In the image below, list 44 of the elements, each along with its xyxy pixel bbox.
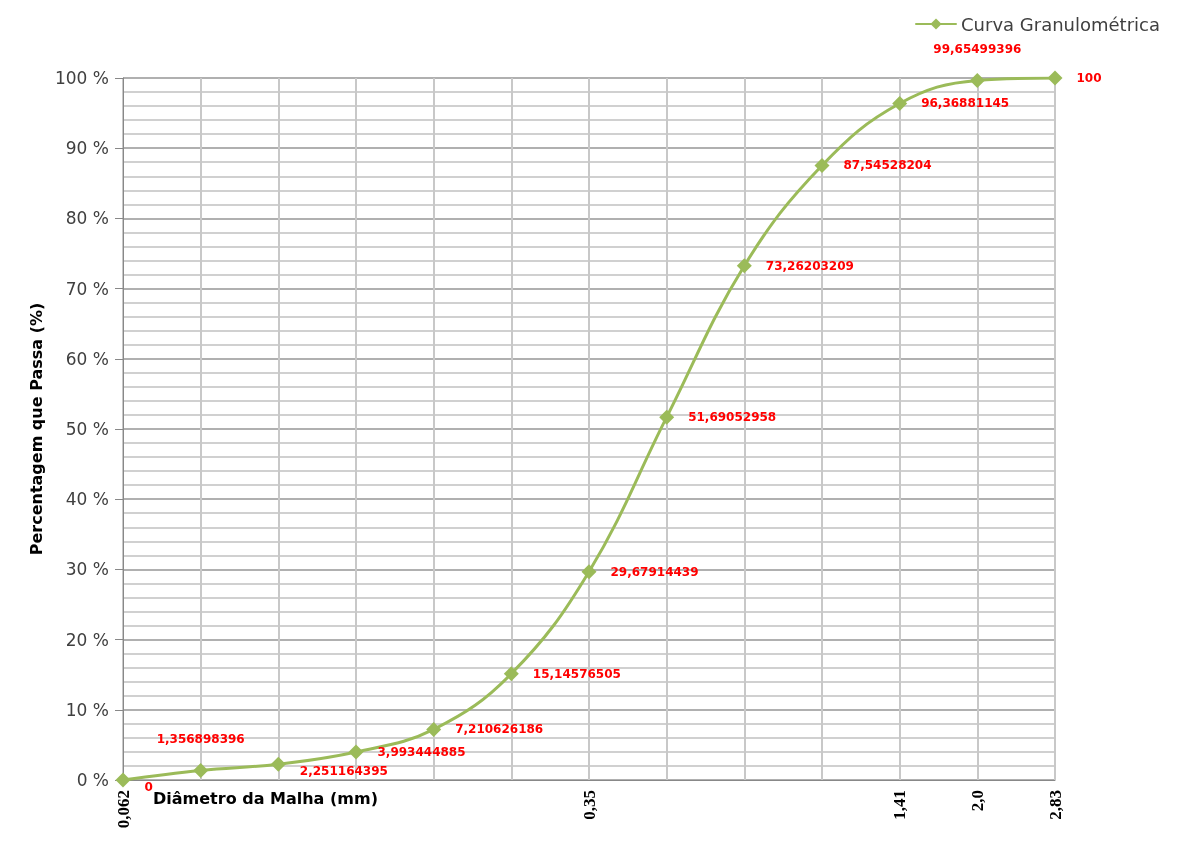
y-tick-label: 10 % — [65, 699, 109, 720]
x-tick-label: 0,35 — [579, 790, 599, 820]
y-tick-label: 100 % — [54, 68, 109, 88]
data-label: 51,69052958 — [688, 410, 777, 425]
point — [814, 157, 830, 173]
legend-label: Curva Granulométrica — [961, 13, 1160, 35]
x-axis-title: Diâmetro da Malha (mm) — [153, 788, 378, 808]
data-label: 73,26203209 — [765, 258, 854, 273]
y-tick-label: 80 % — [65, 208, 109, 229]
point — [581, 564, 597, 580]
data-label: 100 — [1076, 71, 1102, 85]
y-tick-label: 20 % — [65, 629, 109, 650]
x-tick-label: 2,83 — [1045, 790, 1065, 820]
point — [659, 409, 675, 425]
data-label: 7,210626186 — [455, 722, 544, 737]
y-axis-title: Percentagem que Passa (%) — [26, 302, 46, 556]
data-label: 1,356898396 — [156, 731, 245, 746]
data-label: 0 — [144, 780, 153, 794]
point — [969, 72, 985, 88]
point — [426, 721, 442, 737]
data-label: 3,993444885 — [377, 744, 466, 759]
data-label: 2,251164395 — [299, 764, 388, 779]
point — [348, 744, 364, 760]
y-tick-label: 0 % — [76, 770, 109, 790]
data-label: 99,65499396 — [933, 41, 1022, 56]
point — [1047, 70, 1063, 86]
data-label: 15,14576505 — [532, 666, 621, 681]
point — [892, 95, 908, 111]
point — [270, 756, 286, 772]
data-label: 87,54528204 — [843, 158, 932, 173]
x-tick-label: 1,41 — [890, 790, 910, 820]
y-tick-label: 50 % — [65, 419, 109, 439]
y-tick-label: 60 % — [65, 348, 109, 369]
x-tick-label: 2,0 — [967, 790, 987, 812]
point — [503, 666, 519, 682]
point — [193, 762, 209, 778]
point — [736, 258, 752, 274]
y-tick-label: 40 % — [65, 489, 109, 510]
data-label: 29,67914439 — [610, 564, 699, 579]
x-tick-label: 0,062 — [113, 790, 133, 829]
y-tick-label: 30 % — [65, 559, 109, 580]
y-tick-label: 70 % — [65, 278, 109, 299]
data-label: 96,36881145 — [921, 96, 1010, 111]
y-tick-label: 90 % — [65, 138, 109, 159]
